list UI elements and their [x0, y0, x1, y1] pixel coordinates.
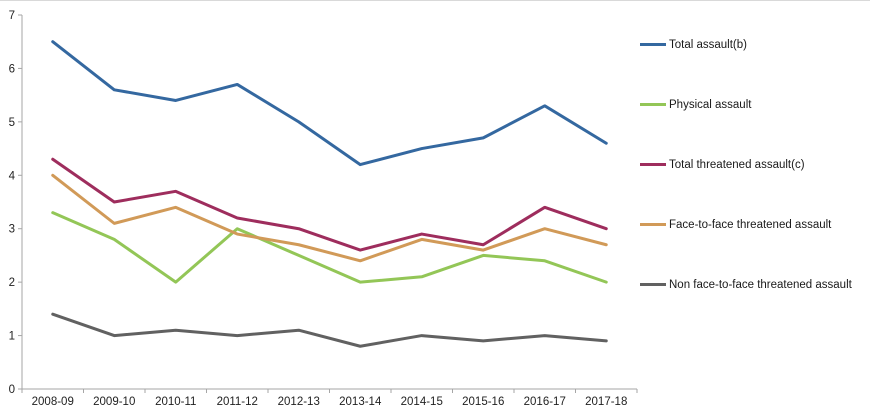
y-tick-label: 0 [9, 384, 15, 396]
x-tick-label: 2008-09 [32, 396, 74, 408]
legend-label: Face-to-face threatened assault [669, 218, 832, 231]
legend-line-swatch [640, 283, 666, 286]
legend-item-face-to-face-threatened-assault: Face-to-face threatened assault [640, 217, 831, 232]
x-tick-label: 2015-16 [462, 396, 504, 408]
x-tick-label: 2017-18 [585, 396, 627, 408]
x-tick-label: 2011-12 [217, 396, 258, 408]
legend-line-swatch [640, 43, 666, 46]
y-tick-label: 2 [9, 277, 15, 289]
legend-line-swatch [640, 103, 666, 106]
y-tick-label: 6 [9, 63, 15, 75]
series-line-total-threatened-assault-c [51, 157, 608, 252]
x-tick-label: 2014-15 [401, 396, 443, 408]
series-line-physical-assault [51, 211, 608, 284]
y-tick-label: 4 [9, 170, 16, 182]
series-line-non-face-to-face-threatened-assault [51, 312, 608, 348]
legend-item-total-threatened-assault-c: Total threatened assault(c) [640, 157, 805, 172]
legend-line-swatch [640, 163, 666, 166]
legend-label: Non face-to-face threatened assault [669, 278, 852, 291]
legend-item-total-assault-b: Total assault(b) [640, 37, 747, 52]
y-tick-label: 1 [9, 331, 15, 343]
legend-line-swatch [640, 223, 666, 226]
legend-item-physical-assault: Physical assault [640, 97, 751, 112]
legend-label: Total assault(b) [669, 38, 747, 51]
x-tick-label: 2010-11 [155, 396, 196, 408]
y-tick-label: 7 [9, 10, 15, 22]
x-tick-label: 2013-14 [339, 396, 382, 408]
x-tick-label: 2016-17 [524, 396, 566, 408]
series-line-total-assault-b [51, 40, 608, 167]
y-tick-label: 3 [9, 224, 15, 236]
x-tick-label: 2012-13 [278, 396, 320, 408]
y-tick-label: 5 [9, 117, 15, 129]
legend-label: Total threatened assault(c) [669, 158, 805, 171]
x-tick-label: 2009-10 [93, 396, 135, 408]
legend-label: Physical assault [669, 98, 752, 111]
legend-item-non-face-to-face-threatened-assault: Non face-to-face threatened assault [640, 277, 852, 292]
series-line-face-to-face-threatened-assault [51, 173, 608, 263]
